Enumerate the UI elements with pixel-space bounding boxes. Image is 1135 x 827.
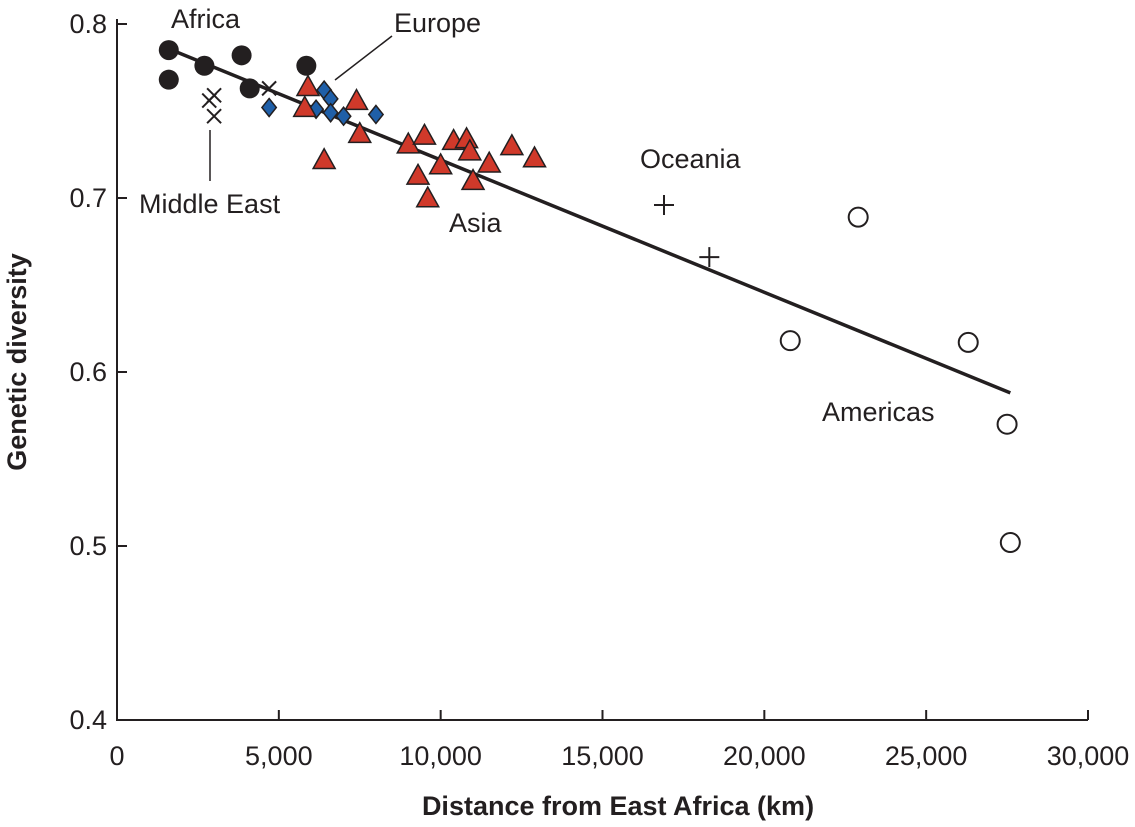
y-tick-label: 0.5 xyxy=(69,531,107,561)
axis-ticks: 0 5,000 10,000 15,000 20,000 25,000 30,000 0.4 0… xyxy=(69,9,1129,771)
y-tick-label: 0.8 xyxy=(69,9,107,39)
y-tick-label: 0.4 xyxy=(69,705,107,735)
africa-point xyxy=(194,55,215,76)
asia-point xyxy=(499,133,525,156)
asia-point xyxy=(295,74,321,97)
trendline-layer xyxy=(171,48,1011,395)
series-middle-east xyxy=(201,80,277,124)
x-tick-label: 30,000 xyxy=(1047,741,1130,771)
y-axis-title: Genetic diversity xyxy=(2,253,32,471)
asia-point xyxy=(311,147,337,170)
asia-point xyxy=(457,138,483,161)
europe-label: Europe xyxy=(394,8,481,38)
middle-east-label: Middle East xyxy=(139,189,281,219)
x-tick-label: 20,000 xyxy=(723,741,806,771)
americas-point xyxy=(957,331,979,353)
oceania-point xyxy=(653,194,674,215)
series-americas xyxy=(779,206,1021,554)
trendline xyxy=(171,48,1011,395)
middle-east-point xyxy=(206,87,222,104)
y-tick-label: 0.6 xyxy=(69,357,107,387)
data-points xyxy=(158,40,1021,554)
x-tick-label: 25,000 xyxy=(885,741,968,771)
africa-point xyxy=(239,78,260,99)
africa-point xyxy=(158,69,179,90)
europe-point xyxy=(335,106,352,127)
africa-point xyxy=(231,45,252,66)
series-oceania xyxy=(653,194,720,268)
europe-point xyxy=(322,102,339,123)
africa-label: Africa xyxy=(171,4,241,34)
x-axis-title: Distance from East Africa (km) xyxy=(422,791,814,821)
europe-point xyxy=(260,97,278,118)
africa-point xyxy=(296,55,317,76)
asia-point xyxy=(347,121,373,144)
oceania-point xyxy=(699,247,720,268)
asia-point xyxy=(344,88,369,111)
x-tick-label: 0 xyxy=(109,741,124,771)
africa-point xyxy=(158,40,179,61)
asia-point xyxy=(412,122,437,145)
middle-east-point xyxy=(261,80,277,97)
series-africa xyxy=(158,40,317,99)
x-tick-label: 15,000 xyxy=(561,741,644,771)
asia-label: Asia xyxy=(449,208,503,238)
asia-point xyxy=(460,168,486,191)
middle-east-point xyxy=(206,108,222,124)
americas-point xyxy=(779,330,801,352)
europe-leader-line xyxy=(334,35,393,81)
asia-point xyxy=(415,185,440,208)
series-europe xyxy=(260,79,385,127)
europe-point xyxy=(367,104,385,125)
asia-point xyxy=(292,94,318,118)
x-tick-label: 10,000 xyxy=(399,741,482,771)
asia-point xyxy=(522,145,547,168)
asia-point xyxy=(428,152,453,175)
asia-point xyxy=(405,162,431,185)
americas-point xyxy=(996,413,1018,435)
americas-point xyxy=(999,532,1021,554)
americas-point xyxy=(847,206,869,228)
oceania-label: Oceania xyxy=(640,144,742,174)
asia-point xyxy=(476,150,502,173)
x-tick-label: 5,000 xyxy=(245,741,313,771)
y-tick-label: 0.7 xyxy=(69,183,107,213)
americas-label: Americas xyxy=(822,397,935,427)
series-asia xyxy=(292,74,547,208)
